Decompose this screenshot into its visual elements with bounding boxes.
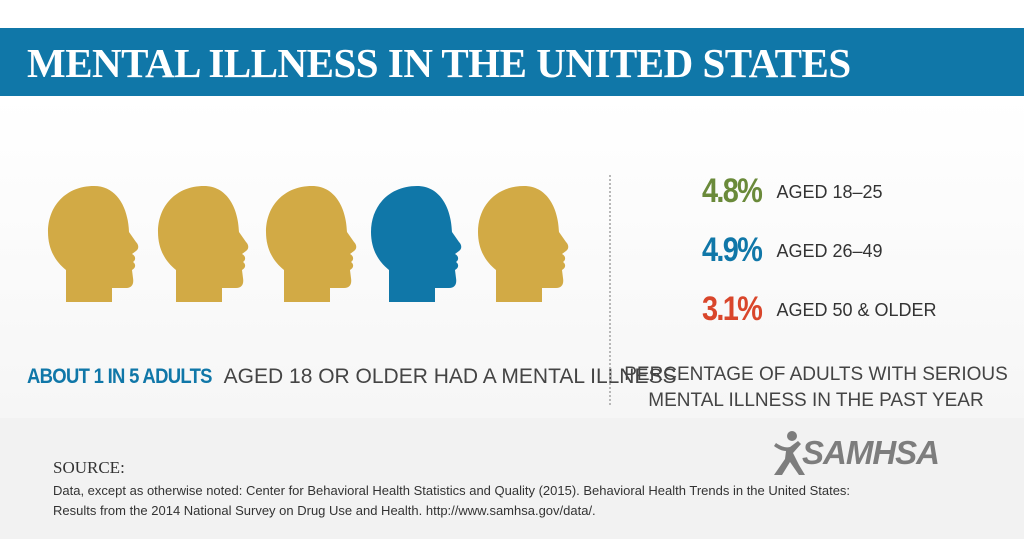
age-caption-line-1: PERCENTAGE OF ADULTS WITH SERIOUS xyxy=(624,364,1008,385)
adults-stat: ABOUT 1 IN 5 ADULTS AGED 18 OR OLDER HAD… xyxy=(27,365,676,389)
head-icon-2 xyxy=(154,184,254,304)
top-strip xyxy=(0,0,1024,28)
head-shape xyxy=(478,186,569,302)
page-title: MENTAL ILLNESS IN THE UNITED STATES xyxy=(27,40,851,86)
person-icon xyxy=(774,431,805,475)
head-shape xyxy=(266,186,357,302)
source-line-1: Data, except as otherwise noted: Center … xyxy=(53,483,851,498)
head-shape xyxy=(48,186,139,302)
age-label: AGED 18–25 xyxy=(776,182,883,202)
head-shape xyxy=(158,186,249,302)
head-icon-5 xyxy=(474,184,574,304)
age-label: AGED 50 & OLDER xyxy=(776,300,937,320)
age-row-50-older: 3.1% AGED 50 & OLDER xyxy=(702,290,937,329)
age-label: AGED 26–49 xyxy=(776,241,883,261)
source-citation: Data, except as otherwise noted: Center … xyxy=(53,481,983,521)
source-heading: SOURCE: xyxy=(53,458,125,477)
age-pct: 4.9% xyxy=(702,231,763,269)
title-banner: MENTAL ILLNESS IN THE UNITED STATES xyxy=(0,28,1024,96)
age-row-18-25: 4.8% AGED 18–25 xyxy=(702,172,883,211)
head-shape xyxy=(371,186,462,302)
adults-stat-text: AGED 18 OR OLDER HAD A MENTAL ILLNESS xyxy=(223,365,677,388)
head-icon-1 xyxy=(44,184,144,304)
samhsa-wordmark: SAMHSA xyxy=(802,434,940,471)
head-icon-3 xyxy=(262,184,362,304)
adults-stat-highlight: ABOUT 1 IN 5 ADULTS xyxy=(27,365,212,388)
age-pct: 4.8% xyxy=(702,172,763,210)
age-caption-line-2: MENTAL ILLNESS IN THE PAST YEAR xyxy=(648,390,984,411)
age-caption: PERCENTAGE OF ADULTS WITH SERIOUS MENTAL… xyxy=(620,362,1012,414)
age-row-26-49: 4.9% AGED 26–49 xyxy=(702,231,883,270)
dotted-divider xyxy=(609,175,611,405)
age-pct: 3.1% xyxy=(702,290,763,328)
samhsa-logo: SAMHSA xyxy=(772,429,962,477)
head-row xyxy=(44,184,584,304)
source-line-2: Results from the 2014 National Survey on… xyxy=(53,503,596,518)
head-icon-4 xyxy=(367,184,467,304)
